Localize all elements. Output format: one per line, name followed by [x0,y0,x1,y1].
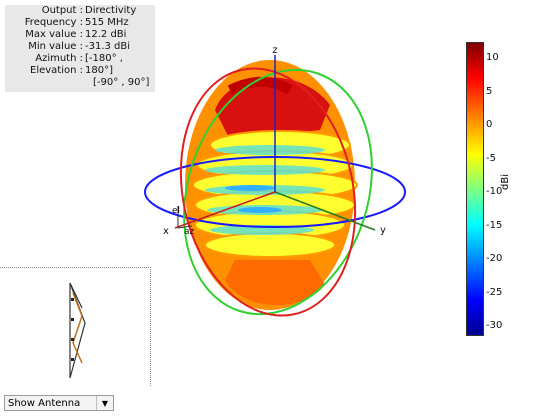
dropdown-label: Show Antenna [8,397,81,409]
colorbar [466,42,484,336]
z-label: z [272,45,277,56]
az-marker [177,225,193,229]
info-label: Min value : [28,41,83,52]
elevation-ring-green [183,68,373,316]
colorbar-unit: dBi [500,174,511,190]
y-label: y [380,225,386,236]
colorbar-tick: -5 [486,153,496,164]
colorbar-tick: 5 [486,86,493,97]
colorbar-tick: -20 [486,253,503,264]
info-label: Elevation : [30,65,83,76]
y-axis [274,191,376,231]
colorbar-tick: -25 [486,287,503,298]
colorbar-tick: -15 [486,220,503,231]
elevation-range: [-90° , 90°] [93,77,150,88]
bottom-lobe [225,260,325,306]
az-label: az [184,227,195,237]
info-value: -31.3 dBi [85,41,131,52]
info-value: 12.2 dBi [85,29,127,40]
x-label: x [163,226,169,237]
colorbar-tick: 0 [486,119,493,130]
info-value: [-180° , [85,53,123,64]
colorbar-tick: 10 [486,52,499,63]
info-label: Max value : [25,29,83,40]
info-label: Frequency : [24,17,83,28]
antenna-icon [69,282,86,379]
info-value: Directivity [85,5,137,16]
info-label: Azimuth : [35,53,83,64]
colorbar-tick: -10 [486,186,503,197]
chevron-down-icon[interactable]: ▼ [96,396,113,410]
top-lobe [215,77,330,140]
x-axis [174,191,276,229]
antenna-inset [0,267,151,386]
info-panel: Output : Directivity Frequency :515 MHz M… [5,5,155,92]
show-antenna-dropdown[interactable]: Show Antenna ▼ [4,395,114,411]
info-value: 515 MHz [85,17,129,28]
colorbar-tick: -30 [486,320,503,331]
info-value: 180°] [85,65,113,76]
elevation-ring-red [179,67,357,317]
el-label: el [172,206,180,216]
info-label: Output : [41,5,83,16]
